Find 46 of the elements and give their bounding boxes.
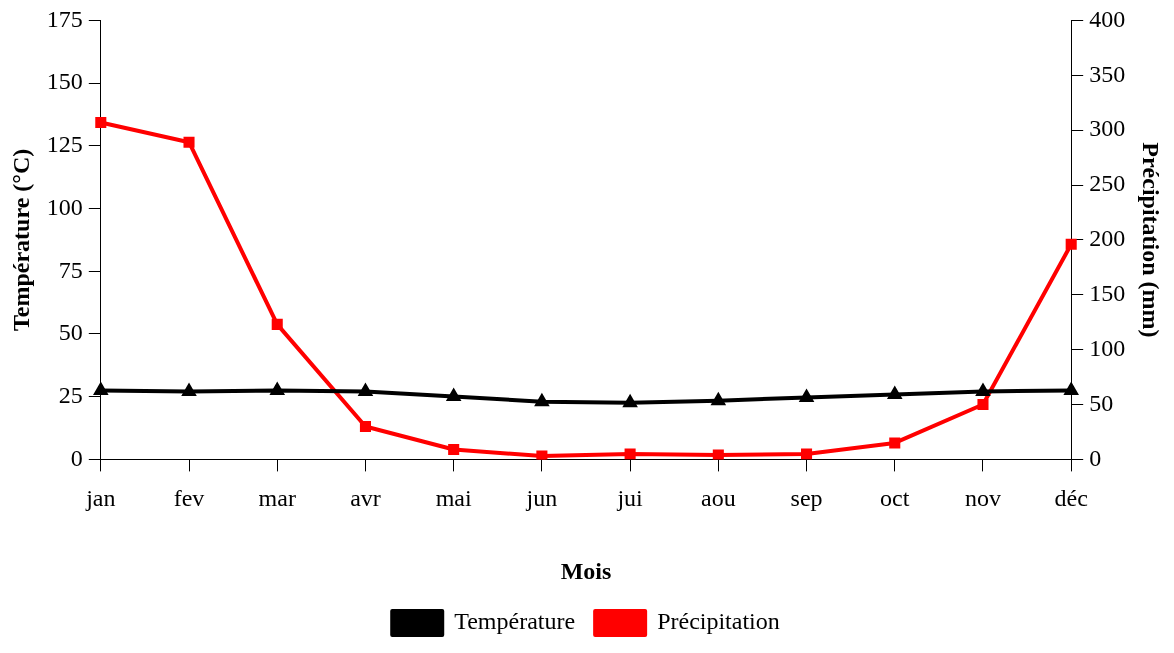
- point: [712, 449, 724, 460]
- x-tick-label: oct: [880, 485, 910, 512]
- x-tick-label: nov: [964, 485, 1001, 512]
- x-tick-label: aou: [701, 485, 736, 512]
- legend-label: Température: [454, 608, 576, 635]
- x-axis-title: Mois: [560, 557, 612, 584]
- y-tick-label: 175: [46, 5, 83, 32]
- y-tick-label: 0: [70, 444, 83, 471]
- y2-tick-label: 150: [1089, 280, 1126, 307]
- x-tick-label: mar: [258, 485, 296, 512]
- y-tick-label: 100: [46, 193, 83, 220]
- point: [801, 448, 813, 460]
- point: [889, 437, 901, 449]
- point: [359, 420, 371, 433]
- x-tick-label: mai: [435, 485, 472, 512]
- point: [95, 116, 107, 128]
- point: [183, 136, 195, 148]
- y-tick-label: 25: [58, 381, 83, 408]
- x-tick-label: déc: [1054, 485, 1088, 512]
- y-tick-label: 125: [46, 131, 83, 158]
- y-axis-title: Température (°C): [7, 148, 34, 332]
- x-tick-label: avr: [350, 485, 381, 512]
- y2-tick-label: 200: [1089, 225, 1126, 252]
- x-tick-label: sep: [790, 485, 823, 512]
- y2-tick-label: 350: [1089, 60, 1126, 87]
- y-tick-label: 50: [58, 319, 83, 346]
- y-tick-label: 75: [58, 256, 83, 283]
- point: [448, 443, 460, 456]
- y2-tick-label: 50: [1089, 389, 1114, 416]
- y2-tick-label: 0: [1089, 444, 1102, 471]
- y-tick-label: 150: [46, 68, 83, 95]
- y2-tick-label: 400: [1089, 5, 1126, 32]
- point: [1065, 238, 1077, 250]
- x-tick-label: jun: [525, 485, 558, 512]
- x-tick-label: jui: [616, 485, 644, 512]
- y2-tick-label: 250: [1089, 170, 1126, 197]
- y2-tick-label: 300: [1089, 115, 1126, 142]
- y2-tick-label: 100: [1089, 334, 1126, 361]
- y2-axis-title: Précipitation (mm): [1138, 142, 1165, 338]
- point: [271, 318, 283, 330]
- x-tick-label: jan: [85, 485, 116, 512]
- point: [624, 448, 636, 460]
- point: [536, 450, 548, 460]
- point: [977, 398, 989, 411]
- legend-label: Précipitation: [657, 608, 780, 635]
- x-tick-label: fev: [173, 485, 205, 512]
